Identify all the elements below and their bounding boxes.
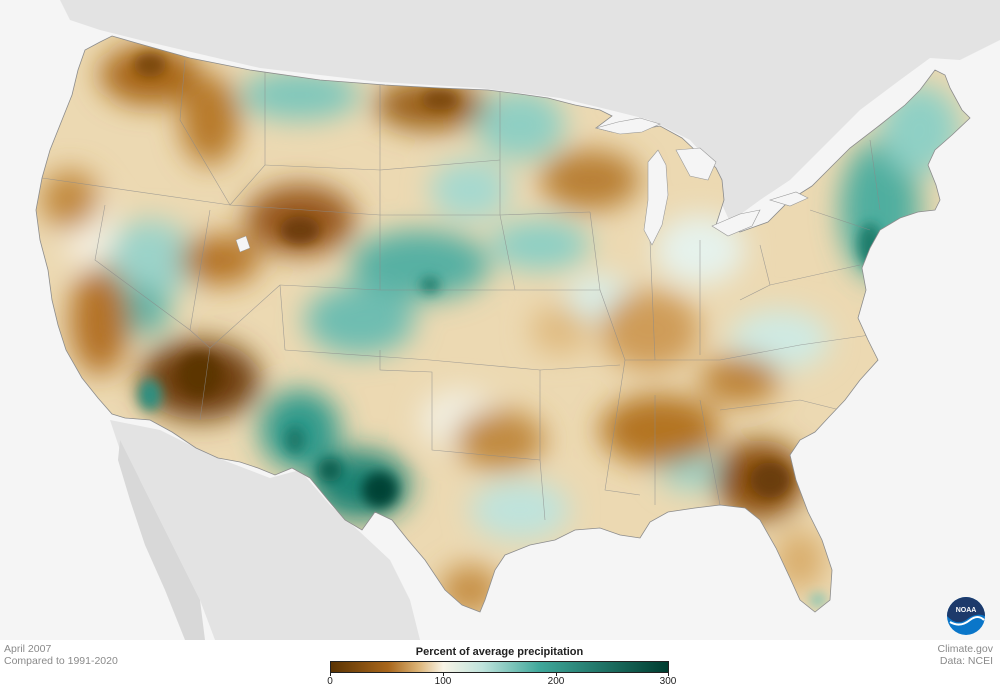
credit-label: Climate.gov bbox=[937, 643, 993, 655]
legend-tick-2 bbox=[556, 673, 557, 676]
great-salt-lake bbox=[235, 235, 251, 253]
noaa-logo: NOAA bbox=[947, 597, 985, 635]
legend-tick-label-3: 300 bbox=[659, 676, 677, 687]
legend-tick-label-1: 100 bbox=[434, 676, 452, 687]
source-label: Data: NCEI bbox=[939, 655, 993, 667]
baseline-label: Compared to 1991-2020 bbox=[4, 655, 118, 667]
legend-tick-label-0: 0 bbox=[327, 676, 333, 687]
map-canvas bbox=[35, 0, 1000, 640]
legend-tick-1 bbox=[443, 673, 444, 676]
state-boundaries bbox=[41, 59, 881, 521]
legend-tick-label-2: 200 bbox=[547, 676, 565, 687]
legend-tick-0 bbox=[330, 673, 331, 676]
noaa-logo-text: NOAA bbox=[956, 607, 977, 614]
map-footer: April 2007 Compared to 1991-2020 Climate… bbox=[0, 640, 1000, 690]
precipitation-map: NOAA bbox=[35, 0, 1000, 640]
great-lakes bbox=[594, 117, 809, 246]
date-label: April 2007 bbox=[4, 643, 52, 655]
legend-color-bar bbox=[330, 661, 669, 673]
legend-title: Percent of average precipitation bbox=[415, 646, 584, 658]
legend-tick-3 bbox=[668, 673, 669, 676]
